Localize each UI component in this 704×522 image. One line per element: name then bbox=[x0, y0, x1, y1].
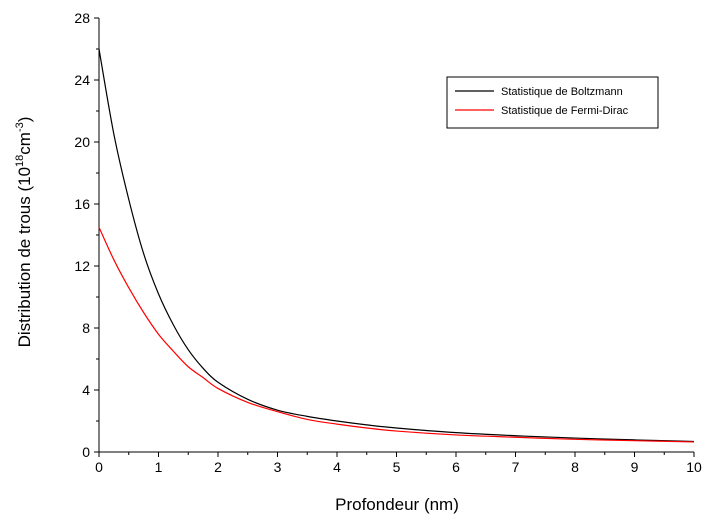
x-tick-label: 7 bbox=[512, 459, 520, 475]
legend-box bbox=[446, 76, 659, 129]
x-tick-label: 8 bbox=[571, 459, 579, 475]
y-tick-label: 24 bbox=[74, 72, 90, 88]
y-tick-label: 28 bbox=[74, 10, 90, 26]
y-tick-label: 0 bbox=[82, 444, 90, 460]
series-line-fermi-dirac bbox=[98, 227, 695, 443]
x-tick-label: 4 bbox=[333, 459, 341, 475]
y-axis-label-sup2: -3 bbox=[14, 122, 26, 132]
y-axis-label: Distribution de trous (1018cm-3) bbox=[14, 117, 34, 348]
x-tick-label: 9 bbox=[631, 459, 639, 475]
y-tick-label: 16 bbox=[74, 196, 90, 212]
y-tick-label: 4 bbox=[82, 382, 90, 398]
series-line-boltzmann bbox=[98, 48, 695, 443]
x-tick-label: 10 bbox=[686, 459, 702, 475]
legend: Statistique de Boltzmann Statistique de F… bbox=[446, 76, 659, 129]
x-axis-label: Profondeur (nm) bbox=[335, 495, 459, 514]
y-tick-label: 8 bbox=[82, 320, 90, 336]
x-tick-label: 6 bbox=[452, 459, 460, 475]
y-tick-label: 12 bbox=[74, 258, 90, 274]
y-axis-label-prefix: Distribution de trous (10 bbox=[15, 167, 34, 347]
y-axis-label-suffix: ) bbox=[15, 117, 34, 123]
x-tick-label: 0 bbox=[95, 459, 103, 475]
legend-label-boltzmann: Statistique de Boltzmann bbox=[501, 86, 623, 98]
legend-label-fermi-dirac: Statistique de Fermi-Dirac bbox=[501, 105, 629, 117]
y-axis-label-mid: cm bbox=[15, 132, 34, 155]
series-layer bbox=[98, 48, 695, 443]
x-tick-label: 3 bbox=[274, 459, 282, 475]
x-tick-label: 5 bbox=[393, 459, 401, 475]
y-axis-label-sup1: 18 bbox=[14, 155, 26, 167]
x-tick-label: 1 bbox=[155, 459, 163, 475]
y-tick-label: 20 bbox=[74, 134, 90, 150]
x-tick-label: 2 bbox=[214, 459, 222, 475]
